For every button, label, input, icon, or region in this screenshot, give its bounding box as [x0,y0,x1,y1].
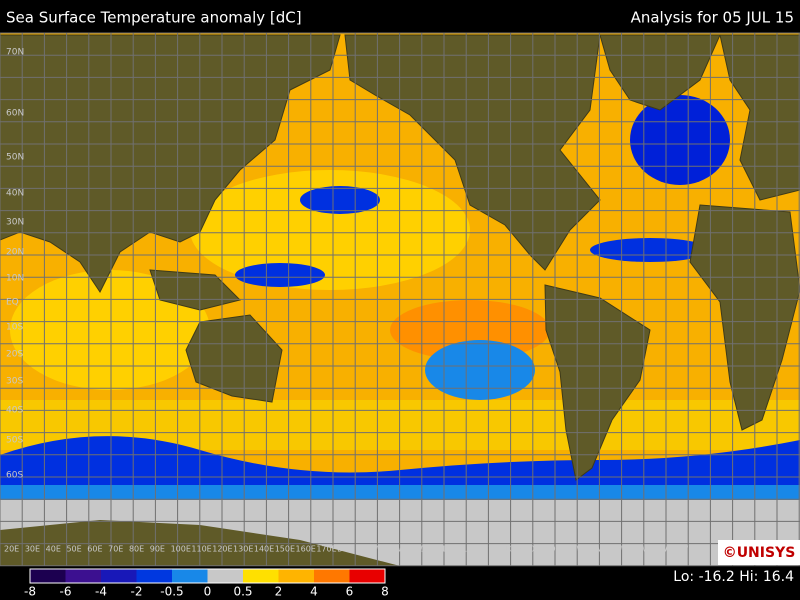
lon-label: 150E [275,545,295,554]
lon-label: 90E [150,545,165,554]
lat-label: 70N [6,48,24,58]
legend-tick-label: 6 [346,585,354,599]
europe [719,34,800,201]
lon-label: 100E [171,545,191,554]
lon-label: 50W [608,545,626,554]
lat-label: 30S [6,377,23,387]
legend-tick-label: -0.5 [160,585,183,599]
title: Sea Surface Temperature anomaly [dC] [6,9,302,27]
lat-label: 20S [6,350,23,360]
lat-label: 50N [6,153,24,163]
lon-label: 40W [629,545,647,554]
lon-labels: 20E 30E 40E 50E 60E 70E 80E 90E 100E 110E 120E 130E… [4,545,709,554]
lon-label: 30W [650,545,668,554]
lat-label: 60S [6,471,23,481]
lat-label: 20N [6,248,24,258]
indonesia [149,269,241,311]
lon-label: 110W [483,545,506,554]
lon-label: 60E [87,545,102,554]
lon-label: 120E [212,545,232,554]
lon-label: 150W [400,545,423,554]
lon-label: DL [337,545,348,554]
legend-swatch [65,569,101,583]
lat-label: 40N [6,189,24,199]
colorbar: -8 -6 -4 -2 -0.5 0 0.5 2 4 6 8 [24,568,389,599]
lon-label: 10W [691,545,709,554]
lon-label: 20W [670,545,688,554]
lon-label: 80E [129,545,144,554]
lon-label: 170E [316,545,336,554]
analysis-date: Analysis for 05 JUL 15 [631,9,794,27]
lon-label: 130E [233,545,253,554]
lat-label: EQ [6,298,19,308]
africa [689,204,800,431]
legend-tick-label: 0.5 [233,585,252,599]
legend-swatch [314,569,350,583]
legend-swatch [101,569,137,583]
lon-label: 30E [25,545,40,554]
lon-label: 80W [545,545,563,554]
legend-swatch [207,569,243,583]
legend-tick-label: 0 [204,585,212,599]
lon-label: 140W [420,545,443,554]
lon-label: 160E [296,545,316,554]
legend-tick-label: 8 [381,585,389,599]
lat-label: 10S [6,323,23,333]
legend-frame [29,568,386,584]
lon-label: 120W [462,545,485,554]
map-area: 70N 60N 50N 40N 30N 20N 10N EQ 10S 20S 30S 40S 50S 60… [0,32,800,567]
lon-label: 100W [504,545,527,554]
cold-patch [590,238,710,262]
lat-label: 10N [6,274,24,284]
lon-label: 170W [358,545,381,554]
cold-patch [425,340,535,400]
lat-label: 30N [6,218,24,228]
australia [185,314,283,403]
logo: ©UNISYS [723,545,796,561]
legend-tick-label: 2 [275,585,283,599]
lon-label: 40E [46,545,61,554]
graticule [0,32,800,567]
legend-tick-label: -6 [60,585,72,599]
lon-label: 130W [441,545,464,554]
lon-label: 50E [66,545,81,554]
legend-swatch [278,569,314,583]
lon-label: 70W [566,545,584,554]
legend-tick-label: -8 [24,585,36,599]
legend-tick-label: 4 [310,585,318,599]
lon-label: 110E [191,545,211,554]
lat-labels: 70N 60N 50N 40N 30N 20N 10N EQ 10S 20S 30S 40S 50S 60… [6,48,24,481]
cold-patch [300,186,380,214]
legend-tick-label: -2 [131,585,143,599]
lon-label: 70E [108,545,123,554]
lon-label: 60W [587,545,605,554]
lat-label: 60N [6,109,24,119]
lon-label: 90W [525,545,543,554]
lon-label: 160W [379,545,402,554]
legend-tick-label: -4 [95,585,107,599]
legend-swatch [172,569,208,583]
legend-swatch [349,569,385,583]
lon-label: 140E [254,545,274,554]
cold-patch [235,263,325,287]
logo-box [718,540,800,565]
legend-swatch [136,569,172,583]
legend-swatch [243,569,279,583]
lat-label: 50S [6,436,23,446]
lat-label: 40S [6,406,23,416]
legend-swatch [30,569,66,583]
cold-patch [630,95,730,185]
extremes: Lo: -16.2 Hi: 16.4 [673,569,794,585]
lon-label: 20E [4,545,19,554]
